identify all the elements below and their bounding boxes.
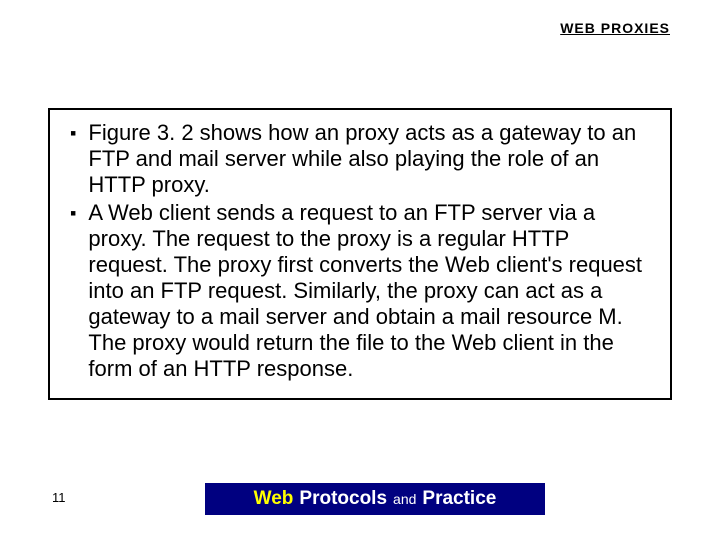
bullet-item: ▪ Figure 3. 2 shows how an proxy acts as… [70, 120, 650, 198]
footer-web-text: Web [254, 488, 294, 510]
slide-header: WEB PROXIES [560, 20, 670, 36]
footer-bar: Web Protocols and Practice [205, 483, 545, 515]
slide: WEB PROXIES ▪ Figure 3. 2 shows how an p… [0, 0, 720, 540]
bullet-text: Figure 3. 2 shows how an proxy acts as a… [88, 120, 650, 198]
bullet-item: ▪ A Web client sends a request to an FTP… [70, 200, 650, 382]
content-box: ▪ Figure 3. 2 shows how an proxy acts as… [48, 108, 672, 400]
bullet-text: A Web client sends a request to an FTP s… [88, 200, 650, 382]
bullet-marker-icon: ▪ [70, 200, 76, 226]
footer-practice-text: Practice [422, 488, 496, 510]
page-number: 11 [52, 490, 66, 505]
footer-and-text: and [393, 491, 416, 507]
bullet-marker-icon: ▪ [70, 120, 76, 146]
footer-protocols-text: Protocols [299, 488, 387, 510]
